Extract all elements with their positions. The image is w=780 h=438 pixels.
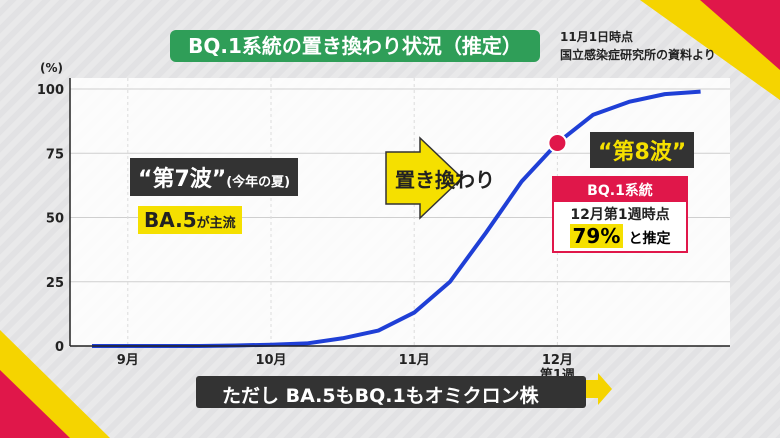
callout-value: 79% (569, 224, 624, 248)
y-tick-label: 100 (37, 83, 64, 98)
label: “第7波” (138, 167, 227, 192)
y-tick-label: 0 (55, 340, 64, 355)
x-tick-label: 11月 (399, 353, 430, 368)
corner-yellow (640, 0, 780, 100)
title: BQ.1系統の置き換わり状況（推定） (170, 30, 540, 62)
note: 国立感染症研究所の資料より (560, 48, 716, 62)
annotation: “第7波”(今年の夏) (130, 158, 299, 196)
callout: BQ.1系統 12月第1週時点 79% と推定 (552, 176, 688, 253)
corner-red (0, 370, 70, 438)
label: (今年の夏) (226, 175, 291, 190)
highlight-marker (547, 132, 568, 153)
label: が主流 (196, 216, 236, 231)
label: BA.5 (144, 208, 197, 232)
footer-box (196, 376, 586, 408)
annotation: “第8波” (590, 132, 695, 168)
arrow-label: 置き換わり (395, 168, 495, 192)
note: 11月1日時点 (560, 30, 634, 44)
annotation: BA.5が主流 (138, 206, 242, 234)
x-tick-label: 9月 (117, 353, 139, 368)
callout-text: 12月第1週時点 (570, 207, 670, 223)
arrow (385, 136, 464, 220)
callout-text: と推定 (628, 231, 671, 247)
y-tick-label: 25 (46, 276, 64, 291)
y-unit: (%) (40, 61, 63, 75)
callout-row: 79% と推定 (554, 224, 686, 251)
arrow-icon (585, 373, 612, 405)
y-tick-label: 50 (46, 212, 64, 227)
footer: ただし BA.5もBQ.1もオミクロン株 (222, 385, 539, 407)
x-tick-label: 10月 (255, 353, 286, 368)
callout-title: BQ.1系統 (554, 178, 686, 202)
y-tick-label: 75 (46, 147, 64, 162)
